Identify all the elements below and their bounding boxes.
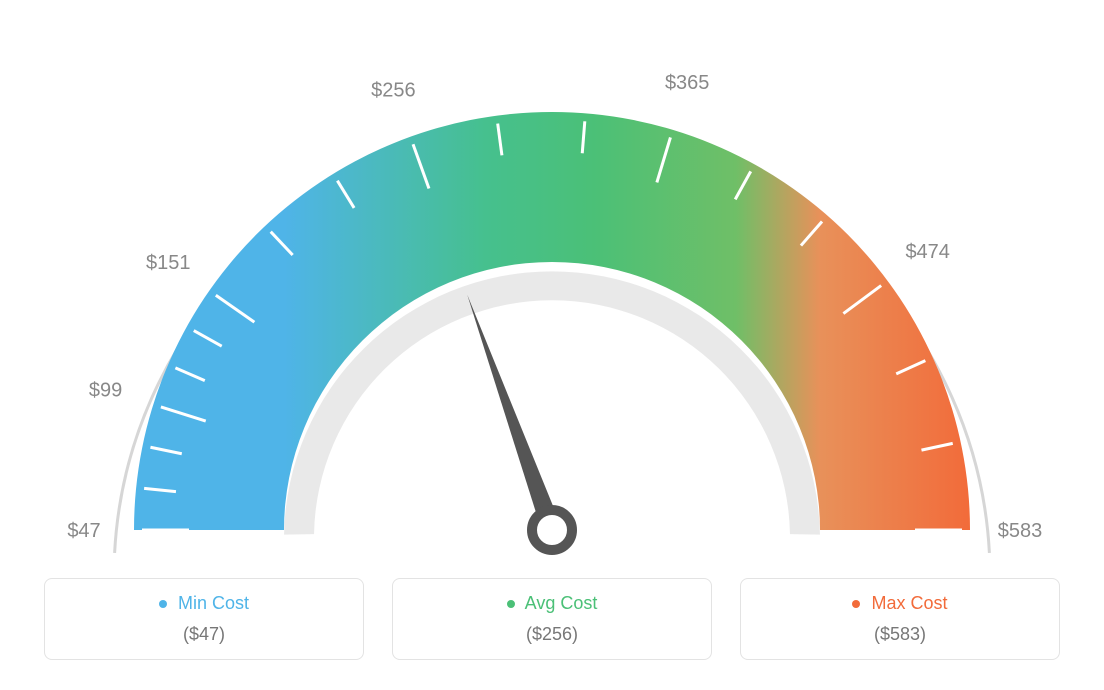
gauge-tick-label: $365 [665, 72, 710, 94]
legend-min-label: Min Cost [65, 593, 343, 614]
legend-dot-min [159, 600, 167, 608]
legend-min-text: Min Cost [178, 593, 249, 613]
gauge-chart: $47 $99 $151 $256 $365 $474 $583 [42, 20, 1062, 560]
gauge-tick-label: $256 [371, 80, 416, 102]
gauge-svg: $47 $99 $151 $256 $365 $474 $583 [42, 20, 1062, 560]
gauge-needle-base [532, 510, 572, 550]
gauge-tick-label: $583 [998, 520, 1043, 542]
legend-avg-text: Avg Cost [525, 593, 598, 613]
gauge-tick-label: $47 [67, 520, 100, 542]
legend-max-text: Max Cost [871, 593, 947, 613]
legend-avg-value: ($256) [413, 624, 691, 645]
legend-row: Min Cost ($47) Avg Cost ($256) Max Cost … [44, 578, 1060, 660]
legend-dot-max [852, 600, 860, 608]
gauge-tick-label: $99 [89, 380, 122, 402]
legend-min-value: ($47) [65, 624, 343, 645]
legend-max-value: ($583) [761, 624, 1039, 645]
gauge-tick-label: $151 [146, 252, 191, 274]
legend-max-label: Max Cost [761, 593, 1039, 614]
gauge-tick-label: $474 [905, 241, 950, 263]
legend-avg: Avg Cost ($256) [392, 578, 712, 660]
legend-min: Min Cost ($47) [44, 578, 364, 660]
legend-dot-avg [507, 600, 515, 608]
gauge-needle [467, 295, 561, 534]
legend-max: Max Cost ($583) [740, 578, 1060, 660]
legend-avg-label: Avg Cost [413, 593, 691, 614]
